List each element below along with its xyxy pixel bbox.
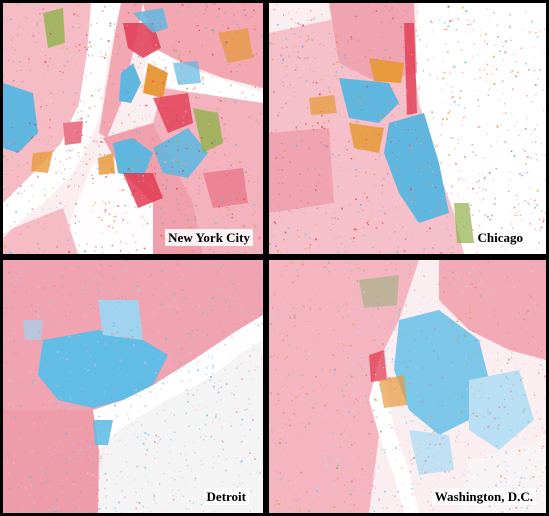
washington-dc-dot-map: [269, 260, 546, 513]
new-york-city-dot-map: [3, 3, 263, 254]
map-panel-chicago: Chicago: [269, 3, 546, 254]
city-label-chicago: Chicago: [474, 229, 526, 246]
map-panel-new-york-city: New York City: [3, 3, 263, 254]
city-label-detroit: Detroit: [203, 488, 249, 505]
city-label-new-york-city: New York City: [165, 229, 253, 246]
detroit-dot-map: [3, 260, 263, 513]
city-label-washington-dc: Washington, D.C.: [431, 488, 536, 505]
map-panel-washington-dc: Washington, D.C.: [269, 260, 546, 513]
map-panel-detroit: Detroit: [3, 260, 263, 513]
chicago-dot-map: [269, 3, 546, 254]
